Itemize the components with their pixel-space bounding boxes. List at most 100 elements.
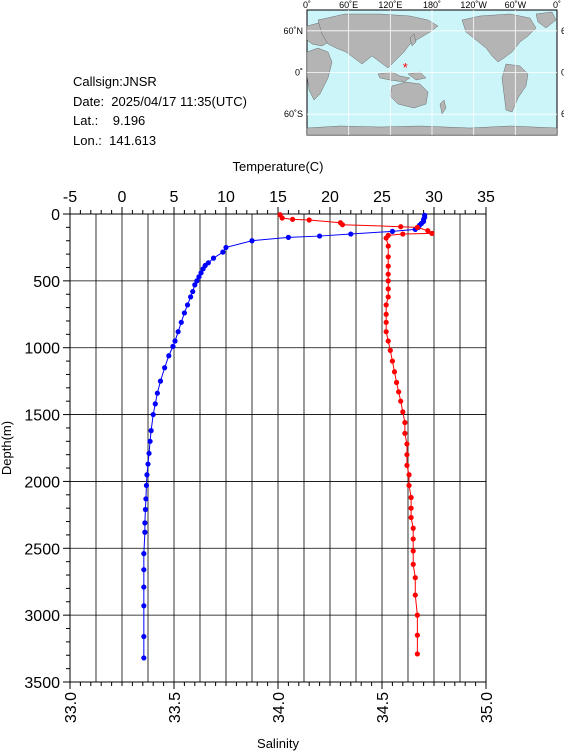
salinity-point (385, 254, 391, 260)
temperature-point (184, 302, 191, 308)
salinity-point (339, 222, 346, 228)
lon-text: Lon.: 141.613 (73, 132, 157, 148)
temperature-point (190, 288, 196, 295)
salinity-point (414, 612, 420, 618)
salinity-point (400, 409, 406, 415)
salinity-point (404, 441, 410, 447)
map-lon-label: 120˚E (378, 0, 402, 10)
salinity-point (404, 452, 410, 458)
temperature-axis-label: Temperature(C) (232, 159, 323, 174)
temperature-point (178, 319, 184, 325)
salinity-point (279, 215, 285, 221)
salinity-point (404, 462, 410, 468)
depth-axis-label: Depth(m) (0, 421, 14, 475)
location-map: 0˚ 60˚E 120˚E 180˚ 120˚W 60˚W 0˚ 60˚N 60˚N 0˚ 0˚ 60… (283, 0, 564, 136)
temperature-point (147, 438, 153, 444)
salinity-point (410, 561, 416, 567)
chart-grid (69, 213, 487, 683)
salinity-point (406, 472, 412, 478)
map-lat-label: 0˚ (295, 68, 303, 78)
temperature-point (172, 338, 178, 344)
map-lon-label: 0˚ (303, 0, 311, 10)
salinity-point (408, 514, 414, 521)
salinity-point (410, 548, 416, 554)
salinity-point (385, 278, 391, 284)
land-greenland (535, 11, 557, 29)
temperature-line (143, 215, 426, 658)
temperature-tick-label: 30 (425, 189, 443, 206)
temperature-point (210, 255, 217, 261)
temperature-point (141, 551, 147, 557)
salinity-point (396, 389, 402, 395)
temperature-point (141, 584, 147, 590)
temperature-point (148, 428, 154, 434)
salinity-point (385, 263, 391, 269)
map-graticule (307, 10, 557, 135)
land-north-america (461, 13, 537, 63)
salinity-point (408, 494, 414, 501)
map-lon-label: 120˚W (460, 0, 487, 10)
depth-tick-label: 3500 (24, 675, 60, 692)
salinity-point (402, 430, 408, 436)
temperature-point (146, 450, 152, 456)
map-lat-label: 60˚S (284, 109, 303, 119)
temperature-point (198, 270, 204, 276)
temperature-point (143, 496, 149, 502)
temperature-point (141, 567, 147, 573)
land-japan (409, 33, 417, 47)
salinity-point (389, 358, 395, 364)
temperature-tick-label: 15 (269, 189, 287, 206)
temperature-point (154, 390, 160, 396)
land-newzealand (439, 99, 447, 115)
temperature-point (220, 249, 226, 255)
salinity-point (383, 319, 389, 325)
salinity-point (408, 505, 414, 511)
temperature-point (143, 482, 150, 489)
salinity-point (383, 311, 389, 317)
map-lon-label: 180˚ (423, 0, 441, 10)
temperature-point (142, 506, 148, 513)
salinity-axis-label: Salinity (257, 736, 299, 751)
temperature-point (162, 365, 168, 371)
temperature-point (141, 603, 147, 609)
salinity-point (410, 536, 416, 542)
salinity-tick-label: 33.5 (167, 692, 184, 723)
temperature-point (348, 231, 354, 237)
temperature-point (141, 655, 147, 661)
depth-tick-label: 3000 (24, 608, 60, 625)
depth-tick-label: 0 (51, 207, 60, 224)
temperature-point (166, 353, 172, 359)
salinity-point (414, 224, 420, 230)
salinity-tick-label: 34.5 (375, 692, 392, 723)
callsign-text: Callsign:JNSR (73, 74, 157, 89)
temperature-point (175, 329, 181, 335)
temperature-point (192, 282, 198, 288)
salinity-point (385, 243, 391, 249)
depth-tick-label: 2000 (24, 474, 60, 491)
temperature-tick-label: -5 (63, 189, 77, 206)
date-text: Date: 2025/04/17 11:35(UTC) (73, 93, 247, 109)
map-lon-label: 60˚W (505, 0, 527, 10)
series-layer (141, 212, 435, 661)
salinity-point (429, 230, 435, 236)
map-lat-label-right: 0˚ (561, 68, 564, 78)
temperature-tick-label: 0 (118, 189, 127, 206)
salinity-point (385, 294, 391, 300)
salinity-point (414, 651, 420, 657)
station-marker: * (403, 60, 408, 75)
map-lon-label: 0˚ (553, 0, 561, 10)
temperature-point (200, 266, 206, 272)
salinity-point (306, 217, 312, 223)
depth-tick-label: 1500 (24, 408, 60, 425)
depth-tick-label: 1000 (24, 341, 60, 358)
salinity-point (387, 347, 393, 353)
salinity-point (398, 224, 404, 230)
salinity-point (383, 329, 389, 335)
depth-tick-label: 2500 (24, 541, 60, 558)
salinity-point (393, 379, 400, 386)
salinity-point (398, 398, 404, 404)
map-lat-label-right: 60˚S (561, 109, 564, 119)
land-africa (306, 47, 333, 101)
temperature-point (152, 401, 158, 407)
temperature-point (249, 238, 255, 244)
